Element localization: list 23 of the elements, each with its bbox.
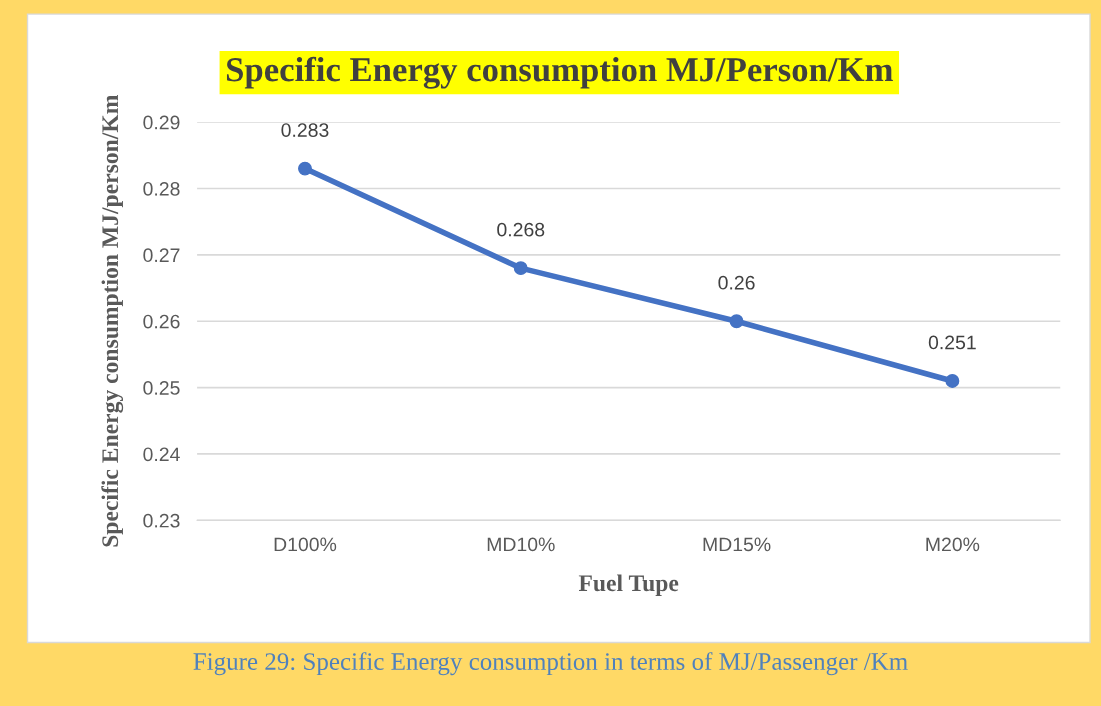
caption: Figure 29: Specific Energy consumption in terms of MJ/Passenger /Km [193, 652, 908, 676]
y-tick-label: 0.24 [143, 447, 180, 462]
point [513, 261, 528, 276]
chart-title: Specific Energy consumption MJ/Person/Km [226, 56, 893, 89]
y-tick-label: 0.29 [143, 115, 180, 130]
x-tick-label: MD10% [487, 537, 555, 552]
point [729, 314, 744, 329]
x-axis-title: Fuel Tupe [578, 574, 679, 596]
point [298, 161, 312, 176]
x-tick-label: M20% [926, 537, 980, 552]
y-axis-title: Specific Energy consumption MJ/person/Km [101, 95, 124, 547]
x-tick-label: D100% [274, 537, 337, 552]
y-tick-label: 0.23 [143, 513, 180, 528]
x-tick-label: MD15% [703, 537, 771, 552]
data-label: 0.251 [928, 335, 976, 350]
data-label: 0.26 [718, 275, 755, 290]
y-tick-label: 0.25 [143, 381, 180, 395]
y-tick-label: 0.26 [143, 314, 180, 329]
data-label: 0.283 [281, 123, 329, 137]
y-tick-label: 0.27 [143, 248, 180, 263]
y-tick-label: 0.28 [143, 181, 180, 196]
data-label: 0.268 [497, 222, 545, 237]
point [945, 374, 960, 388]
